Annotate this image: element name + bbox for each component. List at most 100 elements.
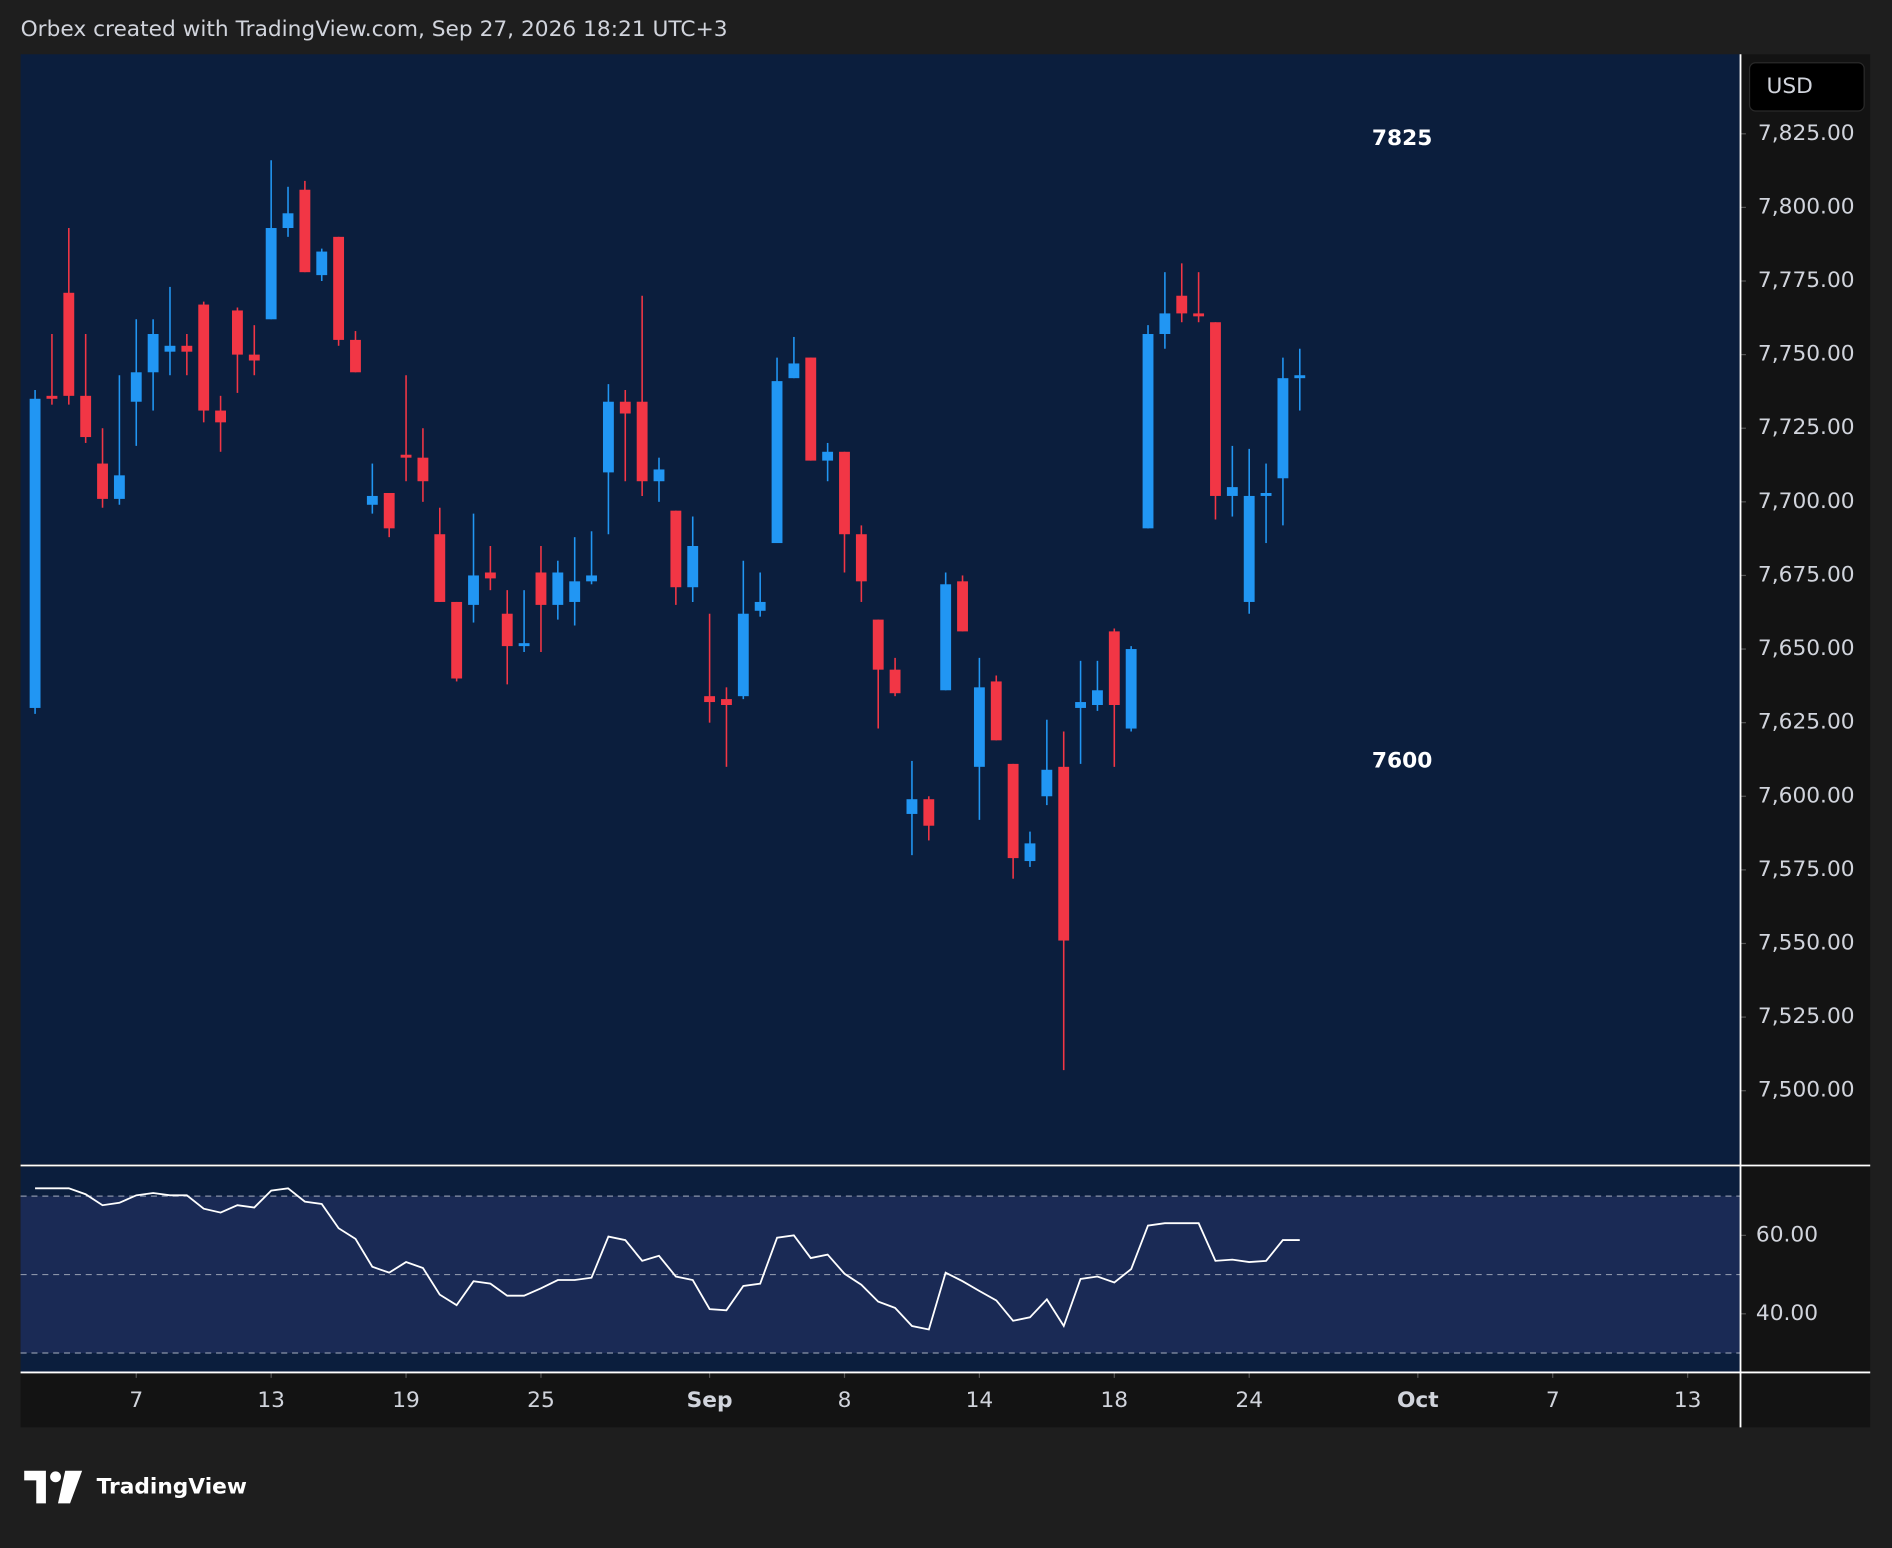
x-tick-label: Oct [1397, 1388, 1439, 1413]
candle-body [636, 401, 648, 482]
candle-body [1260, 493, 1272, 496]
y-tick-label: 7,675.00 [1758, 562, 1855, 587]
candle-body [484, 572, 496, 579]
x-tick-label: 7 [129, 1388, 143, 1413]
candle-body [63, 292, 75, 396]
candle-body [1007, 763, 1019, 859]
y-tick-label: 60.00 [1756, 1222, 1818, 1247]
candle-body [198, 304, 210, 411]
candle-body [417, 457, 429, 482]
plot: 7 13 19 25 Sep 8 14 18 24 Oct 7 13 7,500.00 7,525.00 7… [20, 121, 1855, 1413]
candle-body [29, 398, 41, 708]
x-tick-label: 14 [966, 1388, 994, 1413]
candle-body [973, 687, 985, 767]
currency-box[interactable] [1748, 62, 1865, 112]
candle-body [299, 189, 311, 273]
y-tick-label: 7,800.00 [1758, 194, 1855, 219]
annotation: 7825 [1372, 126, 1432, 151]
y-tick-label: 7,725.00 [1758, 415, 1855, 440]
candle-body [552, 572, 564, 605]
y-tick-label: 7,500.00 [1758, 1078, 1855, 1103]
x-tick-label: 13 [1674, 1388, 1702, 1413]
candle-body [383, 493, 395, 529]
candle-body [721, 699, 732, 705]
candle-body [366, 495, 378, 505]
x-tick-label: 7 [1546, 1388, 1560, 1413]
candle-body [248, 354, 260, 361]
candle-body [46, 395, 58, 399]
candle-body [1277, 378, 1289, 479]
candle-body [906, 799, 918, 814]
candle-body [501, 613, 513, 647]
x-tick-label: Sep [687, 1388, 733, 1413]
candle-body [1142, 334, 1154, 529]
x-tick-label: 24 [1235, 1388, 1263, 1413]
y-tick-label: 7,650.00 [1758, 636, 1855, 661]
candle-body [872, 619, 884, 670]
candle-body [468, 575, 479, 605]
candle-body [181, 345, 193, 352]
candle-body [1176, 295, 1188, 314]
candle-body [97, 463, 108, 499]
x-tick-label: 25 [527, 1388, 555, 1413]
candle-body [215, 410, 227, 423]
candle-body [704, 696, 716, 703]
y-tick-label: 7,825.00 [1758, 121, 1855, 146]
candle-body [990, 681, 1002, 741]
candle-body [232, 310, 243, 355]
candle-body [451, 601, 463, 679]
x-tick-label: 8 [838, 1388, 852, 1413]
candle-body [518, 643, 530, 647]
y-tick-label: 7,750.00 [1758, 342, 1855, 367]
candle-body [940, 584, 952, 691]
y-tick-label: 7,525.00 [1758, 1004, 1855, 1029]
logo-icon [24, 1470, 83, 1504]
candle-body [1092, 690, 1103, 705]
candle-body [653, 469, 665, 482]
candle-body [434, 534, 446, 602]
candle-body [670, 510, 682, 588]
logo-text: TradingView [97, 1475, 247, 1500]
candle-body [957, 581, 968, 632]
candle-body [282, 213, 294, 229]
candle-body [535, 572, 547, 605]
price-pane [20, 54, 1740, 1165]
candle-body [788, 363, 800, 379]
annotation: 7600 [1372, 748, 1432, 773]
candle-body [164, 345, 176, 352]
candle-body [147, 334, 159, 373]
candle-body [771, 381, 783, 544]
candle-body [80, 395, 92, 438]
candle-body [839, 451, 850, 535]
candle-body [1041, 769, 1053, 797]
x-tick-label: 13 [257, 1388, 285, 1413]
candle-body [1193, 313, 1205, 317]
candle-body [1125, 649, 1137, 729]
y-tick-label: 7,775.00 [1758, 268, 1855, 293]
candle-body [1243, 495, 1255, 602]
candle-body [569, 581, 581, 602]
candle-body [1108, 631, 1120, 705]
candle-body [822, 451, 834, 461]
currency: USD [1766, 74, 1812, 99]
candle-body [333, 236, 345, 340]
candle-body [754, 601, 766, 611]
candle-body [1294, 375, 1306, 379]
candle-body [113, 475, 125, 499]
candle-body [1058, 766, 1070, 941]
candle-body [350, 339, 361, 373]
candle-body [130, 372, 142, 402]
candle-body [602, 401, 614, 473]
candle-body [316, 251, 328, 276]
y-tick-label: 7,625.00 [1758, 710, 1855, 735]
candle-body [1024, 843, 1036, 862]
candle-body [923, 799, 935, 826]
header: Orbex created with TradingView.com, Sep … [21, 17, 728, 42]
y-tick-label: 7,575.00 [1758, 857, 1855, 882]
candle-body [687, 546, 699, 588]
candle-body [1226, 487, 1238, 496]
candle-body [855, 534, 867, 582]
candle-body [737, 613, 749, 697]
candle-body [265, 228, 277, 320]
